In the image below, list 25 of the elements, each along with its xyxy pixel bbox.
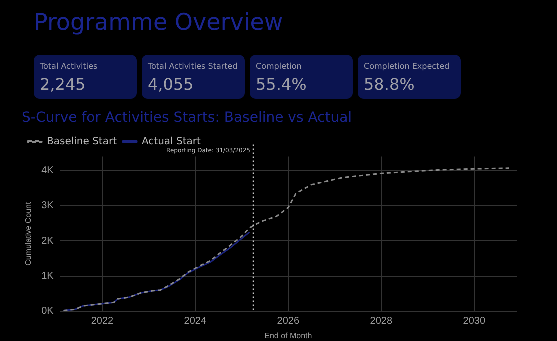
y-axis-title: Cumulative Count <box>24 202 34 266</box>
y-tick-label: 2K <box>42 236 54 247</box>
y-tick-label: 0K <box>42 306 54 318</box>
legend-label: Actual Start <box>142 136 202 148</box>
text: Total Activities Started <box>148 62 238 71</box>
text: Completion <box>256 62 302 71</box>
chart-title: S-Curve for Activities Starts: Baseline vs Actual <box>22 110 352 126</box>
y-tick-label: 4K <box>42 166 54 177</box>
text: Total Activities <box>40 62 98 71</box>
x-tick-label: 2028 <box>370 316 393 328</box>
x-tick-label: 2022 <box>91 316 114 328</box>
y-tick-label: 3K <box>42 200 54 212</box>
text: Completion Expected <box>364 62 450 71</box>
legend-label: Baseline Start <box>47 136 118 148</box>
y-tick-label: 1K <box>42 271 54 282</box>
text: 4,055 <box>148 75 194 94</box>
text: 55.4% <box>256 75 307 94</box>
text: 2,245 <box>40 75 86 94</box>
x-tick-label: 2024 <box>184 316 207 328</box>
x-axis-title: End of Month <box>264 331 312 340</box>
x-tick-label: 2026 <box>277 316 300 328</box>
text: Programme Overview <box>34 10 284 36</box>
line-series <box>62 168 510 312</box>
text: 58.8% <box>364 75 415 94</box>
x-tick-label: 2030 <box>463 316 486 328</box>
